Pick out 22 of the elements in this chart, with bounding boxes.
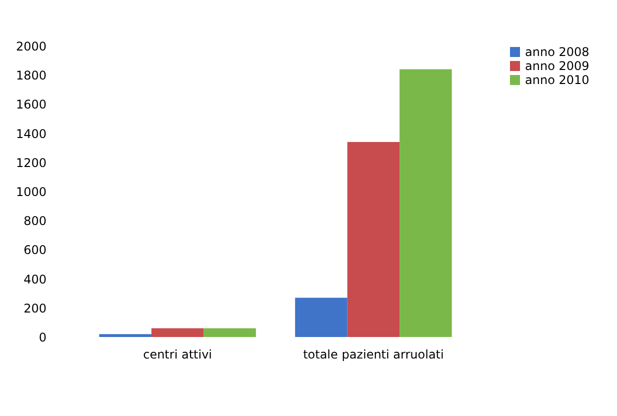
bar — [347, 142, 400, 337]
y-tick-label: 800 — [24, 214, 46, 228]
legend-label: anno 2010 — [525, 73, 590, 87]
y-tick-label: 0 — [38, 330, 46, 344]
y-tick-label: 400 — [24, 272, 46, 286]
legend-label: anno 2009 — [525, 59, 590, 73]
x-tick-label: totale pazienti arruolati — [303, 348, 444, 362]
y-tick-label: 200 — [24, 301, 46, 316]
bar — [99, 334, 152, 337]
y-tick-label: 2000 — [16, 40, 46, 54]
bar — [400, 69, 452, 337]
bar — [295, 298, 348, 337]
y-tick-label: 1200 — [16, 156, 46, 170]
y-tick-label: 600 — [24, 243, 46, 258]
y-tick-label: 1800 — [16, 68, 46, 83]
y-tick-label: 1000 — [16, 185, 46, 199]
y-tick-label: 1400 — [16, 126, 46, 141]
bar — [204, 328, 256, 337]
x-tick-label: centri attivi — [143, 348, 212, 362]
y-tick-label: 1600 — [16, 98, 46, 112]
bar — [151, 328, 204, 337]
legend-label: anno 2008 — [525, 45, 590, 59]
